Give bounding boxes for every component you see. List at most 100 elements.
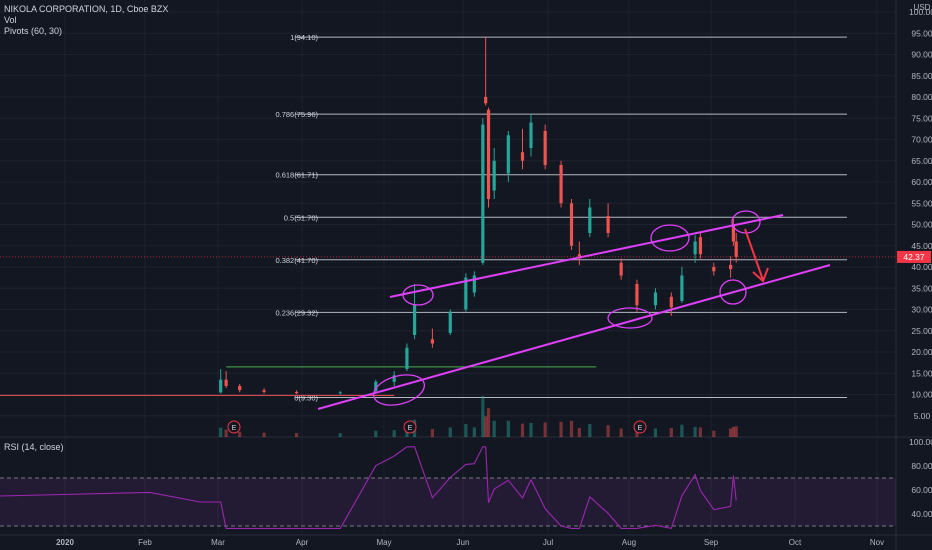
price-tick-label: 100.00 <box>909 7 932 17</box>
volume-bar <box>734 426 738 437</box>
fib-level-label: 0.786(75.96) <box>275 110 318 119</box>
candle-body <box>729 264 733 270</box>
highlight-circle[interactable] <box>370 370 427 411</box>
highlight-circle[interactable] <box>607 307 653 329</box>
volume-bar <box>506 420 510 437</box>
candle-body <box>529 122 533 148</box>
highlight-circle[interactable] <box>650 224 690 252</box>
time-tick-label: Mar <box>211 538 225 547</box>
user-drawings <box>317 210 831 411</box>
fib-level-label: 0.382(41.70) <box>275 256 318 265</box>
volume-bar <box>492 420 496 437</box>
price-tick-label: 25.00 <box>911 326 932 336</box>
price-tick-label: 15.00 <box>911 368 932 378</box>
lower-trendline[interactable] <box>317 264 831 410</box>
price-tick-label: 30.00 <box>911 305 932 315</box>
rsi-legend[interactable]: RSI (14, close) <box>4 442 64 452</box>
price-tick-label: 45.00 <box>911 241 932 251</box>
chart-legend: NIKOLA CORPORATION, 1D, Cboe BZX Vol Piv… <box>4 4 168 37</box>
time-tick-label: Sep <box>704 538 719 547</box>
highlight-circle[interactable] <box>402 284 434 306</box>
earnings-marker[interactable] <box>403 420 417 434</box>
earnings-marker-label: E <box>408 425 413 432</box>
time-axis[interactable]: 2020 Feb Mar Apr May Jun Jul Aug Sep Oct Nov <box>56 538 884 547</box>
price-tick-label: 70.00 <box>911 135 932 145</box>
down-arrow[interactable] <box>744 228 764 281</box>
price-tick-label: 5.00 <box>914 411 931 421</box>
volume-bar <box>472 427 476 437</box>
time-tick-label: Apr <box>296 538 309 547</box>
volume-legend[interactable]: Vol <box>4 15 17 25</box>
time-tick-label: Nov <box>870 538 884 547</box>
earnings-marker-label: E <box>232 425 237 432</box>
volume-bar <box>729 428 733 437</box>
candle-body <box>448 311 452 333</box>
price-tick-label: 75.00 <box>911 113 932 123</box>
price-tick-label: 90.00 <box>911 50 932 60</box>
volume-bar <box>262 432 266 437</box>
fib-level-label: 1(94.10) <box>290 33 318 42</box>
time-tick-label: Jun <box>457 538 470 547</box>
volume-bar <box>464 424 468 437</box>
earnings-marker-label: E <box>638 425 643 432</box>
volume-bar <box>693 426 697 437</box>
volume-bar <box>486 408 491 437</box>
upper-trendline[interactable] <box>389 214 784 298</box>
volume-bar <box>680 424 684 437</box>
candle-body <box>405 347 409 369</box>
price-tick-label: 80.00 <box>911 92 932 102</box>
rsi-tick-label: 80.00 <box>911 461 932 471</box>
candle-body <box>669 296 673 308</box>
candle-body <box>412 305 417 335</box>
volume-bar <box>448 427 452 437</box>
last-price-value: 42.37 <box>903 252 925 262</box>
candle-body <box>653 292 658 306</box>
candle-body <box>224 379 228 386</box>
candle-body <box>635 284 639 306</box>
earnings-marker[interactable] <box>633 420 647 434</box>
candle-body <box>543 131 547 165</box>
candle-body <box>262 390 266 392</box>
volume-bar <box>238 431 242 437</box>
volume-bar <box>698 427 703 437</box>
down-arrow-head <box>752 267 769 283</box>
fibonacci-levels: 1(94.10) 0.786(75.96) 0.618(61.71) 0.5(51.7… <box>275 33 847 402</box>
candle-body <box>472 275 476 293</box>
time-tick-label: May <box>376 538 391 547</box>
volume-bar <box>606 425 610 437</box>
candle-body <box>698 237 703 255</box>
volume-bar <box>669 427 673 437</box>
volume-bar <box>338 433 342 437</box>
volume-bar <box>543 422 547 437</box>
volume-bar <box>430 429 435 437</box>
candle-body <box>219 379 223 393</box>
candle-body <box>464 277 468 310</box>
earnings-marker[interactable] <box>227 420 241 434</box>
volume-bar <box>731 426 735 437</box>
candlesticks <box>219 37 738 395</box>
symbol-title[interactable]: NIKOLA CORPORATION, 1D, Cboe BZX <box>4 4 169 14</box>
candle-body <box>588 207 592 233</box>
price-tick-label: 40.00 <box>911 262 932 272</box>
price-tick-label: 35.00 <box>911 283 932 293</box>
rsi-axis[interactable]: 100.00 80.00 60.00 40.00 <box>909 437 932 519</box>
pivots-legend[interactable]: Pivots (60, 30) <box>4 26 63 36</box>
price-tick-label: 50.00 <box>911 220 932 230</box>
candle-body <box>294 391 299 394</box>
volume-bar <box>559 421 563 437</box>
last-price-badge <box>897 250 931 263</box>
fib-level-label: 0.5(51.70) <box>284 213 319 222</box>
highlight-circle[interactable] <box>719 279 747 305</box>
price-axis[interactable]: 100.00 95.00 90.00 85.00 80.00 75.00 70.00 65.0… <box>909 3 932 421</box>
price-tick-label: 65.00 <box>911 156 932 166</box>
fib-level-label: 0(9.30) <box>294 393 318 402</box>
candle-body <box>569 203 574 246</box>
rsi-line <box>0 446 737 530</box>
candle-body <box>374 381 378 392</box>
volume-bar <box>653 428 658 437</box>
volume-bar <box>712 430 716 437</box>
volume-bar <box>219 427 223 437</box>
fib-level-label: 0.618(61.71) <box>275 171 318 180</box>
